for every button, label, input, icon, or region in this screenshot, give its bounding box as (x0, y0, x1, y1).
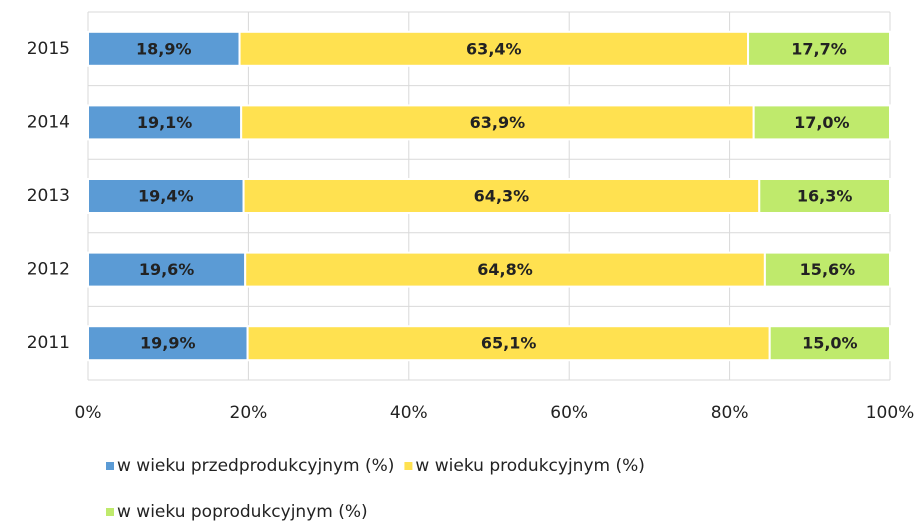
bar-segment (87, 251, 247, 288)
x-tick-label: 100% (866, 403, 915, 423)
legend-label: w wieku produkcyjnym (%) (415, 456, 644, 476)
legend-marker (404, 462, 413, 470)
y-tick-label: 2011 (27, 333, 70, 353)
data-label: 18,9% (136, 39, 192, 58)
data-label: 63,9% (470, 113, 526, 132)
data-label: 17,7% (791, 39, 847, 58)
data-label: 15,0% (802, 334, 858, 353)
y-tick-label: 2015 (27, 39, 70, 59)
data-label: 64,3% (474, 187, 530, 206)
bar-segment (763, 251, 891, 288)
bar-segment (752, 104, 891, 141)
bar-segment (246, 325, 771, 362)
data-label: 64,8% (477, 260, 533, 279)
data-label: 19,1% (137, 113, 193, 132)
x-tick-label: 80% (711, 403, 749, 423)
bar-segment (87, 30, 241, 67)
data-label: 19,4% (138, 187, 194, 206)
data-label: 19,6% (139, 260, 195, 279)
bar-segment (87, 325, 249, 362)
legend-label: w wieku poprodukcyjnym (%) (117, 502, 368, 522)
data-label: 63,4% (466, 39, 522, 58)
y-tick-label: 2014 (27, 112, 70, 132)
bar-segment (747, 30, 892, 67)
bar-segment (244, 251, 766, 288)
data-label: 19,9% (140, 334, 196, 353)
legend-marker (106, 508, 114, 516)
data-label: 17,0% (794, 113, 850, 132)
x-tick-label: 40% (390, 403, 428, 423)
x-tick-label: 0% (75, 403, 102, 423)
x-tick-label: 20% (230, 403, 268, 423)
y-tick-label: 2012 (27, 260, 70, 280)
x-tick-label: 60% (550, 403, 588, 423)
bar-segment (758, 178, 891, 214)
data-label: 16,3% (797, 187, 853, 206)
bar-segment (240, 104, 755, 141)
bar-segment (87, 178, 245, 214)
y-tick-label: 2013 (27, 186, 70, 206)
legend-marker (106, 462, 114, 470)
bar-segment (238, 30, 750, 67)
data-label: 65,1% (481, 334, 537, 353)
data-label: 15,6% (800, 260, 856, 279)
legend-label: w wieku przedprodukcyjnym (%) (117, 456, 394, 476)
bar-segment (768, 325, 892, 362)
bar-segment (87, 104, 243, 141)
